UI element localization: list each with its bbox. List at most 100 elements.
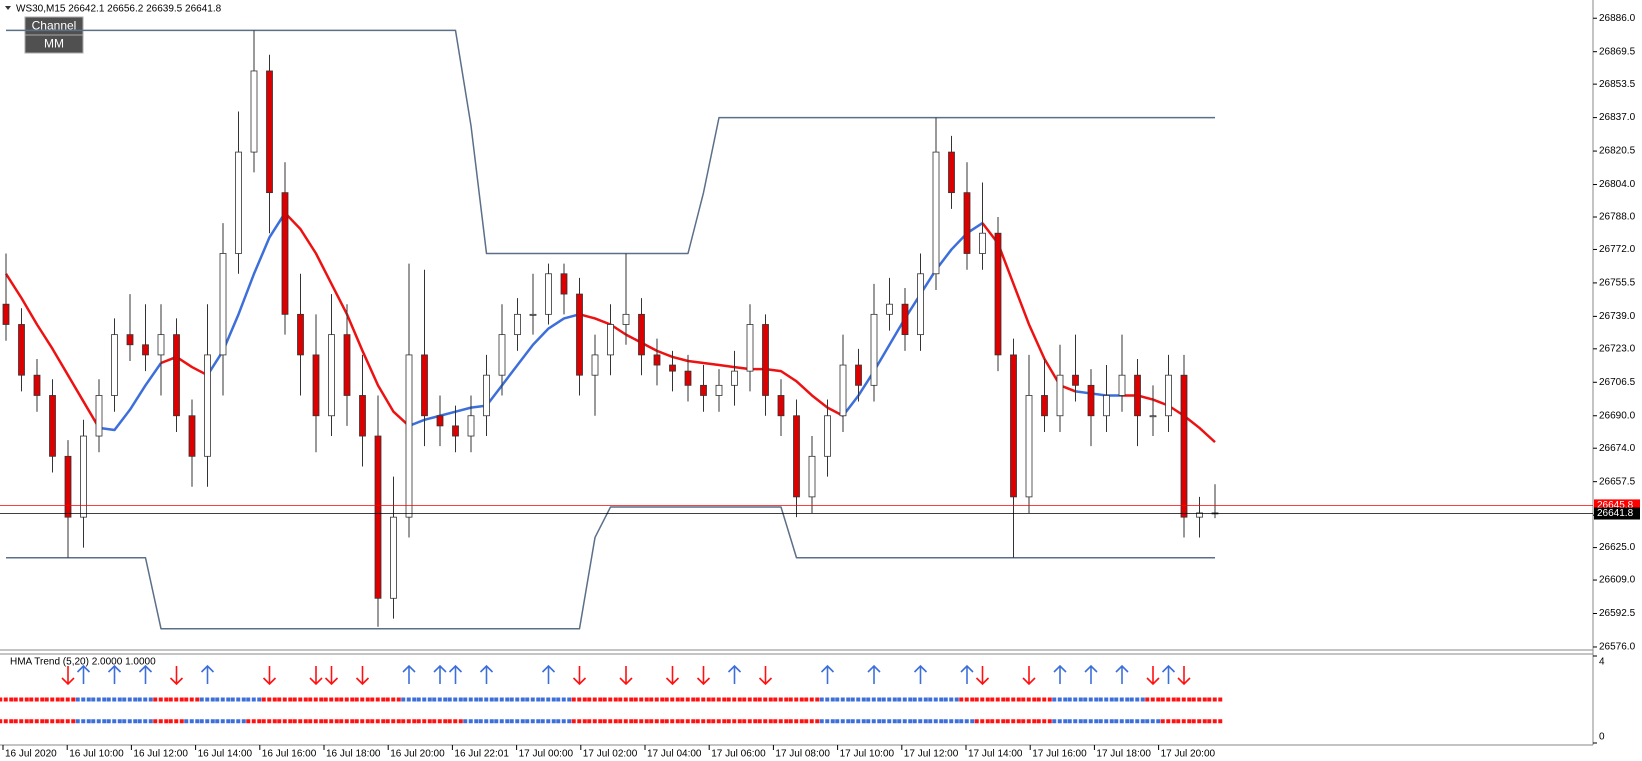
candle-body [886,303,893,315]
candle-body [235,151,242,254]
candle-body [1149,415,1157,418]
x-tick-label: 16 Jul 20:00 [390,749,445,760]
channel-button[interactable]: Channel [24,16,84,36]
candle-body [1118,374,1126,396]
candle-body [1041,395,1048,417]
mm-button[interactable]: MM [24,34,84,54]
signal-arrow [76,664,91,684]
candle-body [266,70,273,194]
candle-body [312,354,320,417]
candle-body [855,364,862,386]
candle-body [684,370,692,386]
candle-body [328,334,335,417]
button-label[interactable]: MM [44,37,64,51]
candle-body [467,415,475,437]
candle-body [777,395,785,417]
candle-body [901,303,909,336]
signal-arrow [1022,666,1036,686]
x-tick-label: 17 Jul 14:00 [968,749,1023,760]
x-tick-label: 16 Jul 12:00 [133,749,188,760]
candle-body [560,273,568,295]
signal-arrow [107,664,122,684]
y-tick-label: 26723.0 [1599,343,1636,354]
y-tick-label: 26853.5 [1599,79,1636,90]
x-tick-label: 16 Jul 22:01 [454,749,509,760]
y-tick-label: 0 [1599,732,1605,743]
y-tick-label: 26837.0 [1599,112,1636,123]
candle-body [18,324,25,376]
candle-body [421,354,428,417]
candle-body [591,354,599,376]
candle-body [700,384,707,396]
x-tick-label: 17 Jul 00:00 [519,749,574,760]
x-tick-label: 17 Jul 16:00 [1032,749,1087,760]
signal-arrow [727,664,742,684]
indicator-line [98,362,163,432]
candle-body [111,334,118,396]
y-tick-label: 26706.5 [1599,377,1636,388]
signal-arrow [324,666,339,686]
candle-body [498,334,506,376]
y-tick-label: 26576.0 [1599,642,1636,653]
signal-arrow [1146,666,1160,686]
signal-arrow [448,664,463,684]
signal-arrow [61,666,75,686]
indicator-line [6,29,1215,255]
signal-arrow [169,666,184,686]
candle-body [1103,395,1110,417]
y-tick-label: 4 [1599,657,1605,668]
candle-body [2,303,10,325]
y-tick-label: 26674.0 [1599,443,1636,454]
candle-body [374,435,382,599]
signal-arrow [479,664,494,684]
y-tick-label: 26804.0 [1599,179,1636,190]
candle-body [436,415,444,427]
signal-arrow [1115,664,1129,684]
x-tick-label: 16 Jul 10:00 [69,749,124,760]
signal-arrow [665,666,680,686]
candle-body [343,334,351,396]
signal-arrow [758,666,773,686]
candle-body [49,395,56,457]
candle-body [390,516,397,599]
signal-arrow [355,666,370,686]
candle-body [870,313,878,386]
x-tick-label: 17 Jul 10:00 [840,749,895,760]
price-label: 26645.8 [1597,500,1634,511]
candle-body [359,395,366,437]
button-label[interactable]: Channel [32,19,77,33]
candle-body [157,334,165,356]
signal-arrow [913,664,928,684]
candle-body [1134,374,1141,417]
candle-body [808,455,816,498]
candle-body [607,324,614,356]
candle-body [932,151,940,275]
y-tick-label: 26820.5 [1599,146,1636,157]
y-tick-label: 26788.0 [1599,212,1636,223]
x-tick-label: 17 Jul 08:00 [775,749,830,760]
candle-body [529,313,537,316]
signal-arrow [1161,664,1176,684]
candle-body [1056,374,1064,417]
button-frame[interactable] [24,34,84,54]
indicator-title: HMA Trend (5,20) 2.0000 1.0000 [10,657,156,668]
signal-arrow [1053,664,1067,684]
x-tick-label: 17 Jul 18:00 [1096,749,1151,760]
indicator-line [579,313,844,417]
candle-body [1025,395,1033,498]
candle-body [1165,374,1172,417]
signal-arrow [619,666,633,686]
signal-arrow [696,666,711,686]
symbol-menu-icon[interactable] [5,6,11,10]
chart-title: WS30,M15 26642.1 26656.2 26639.5 26641.8 [16,4,222,15]
signal-arrow [820,664,835,684]
x-tick-label: 16 Jul 2020 [5,749,57,760]
indicator-line [4,273,101,429]
candle-body [297,313,304,356]
candle-body [545,273,552,315]
candle-body [669,364,676,372]
y-tick-label: 26690.0 [1599,410,1636,421]
x-tick-label: 16 Jul 18:00 [326,749,381,760]
x-tick-label: 17 Jul 02:00 [583,749,638,760]
price-label: 26641.8 [1597,508,1634,519]
